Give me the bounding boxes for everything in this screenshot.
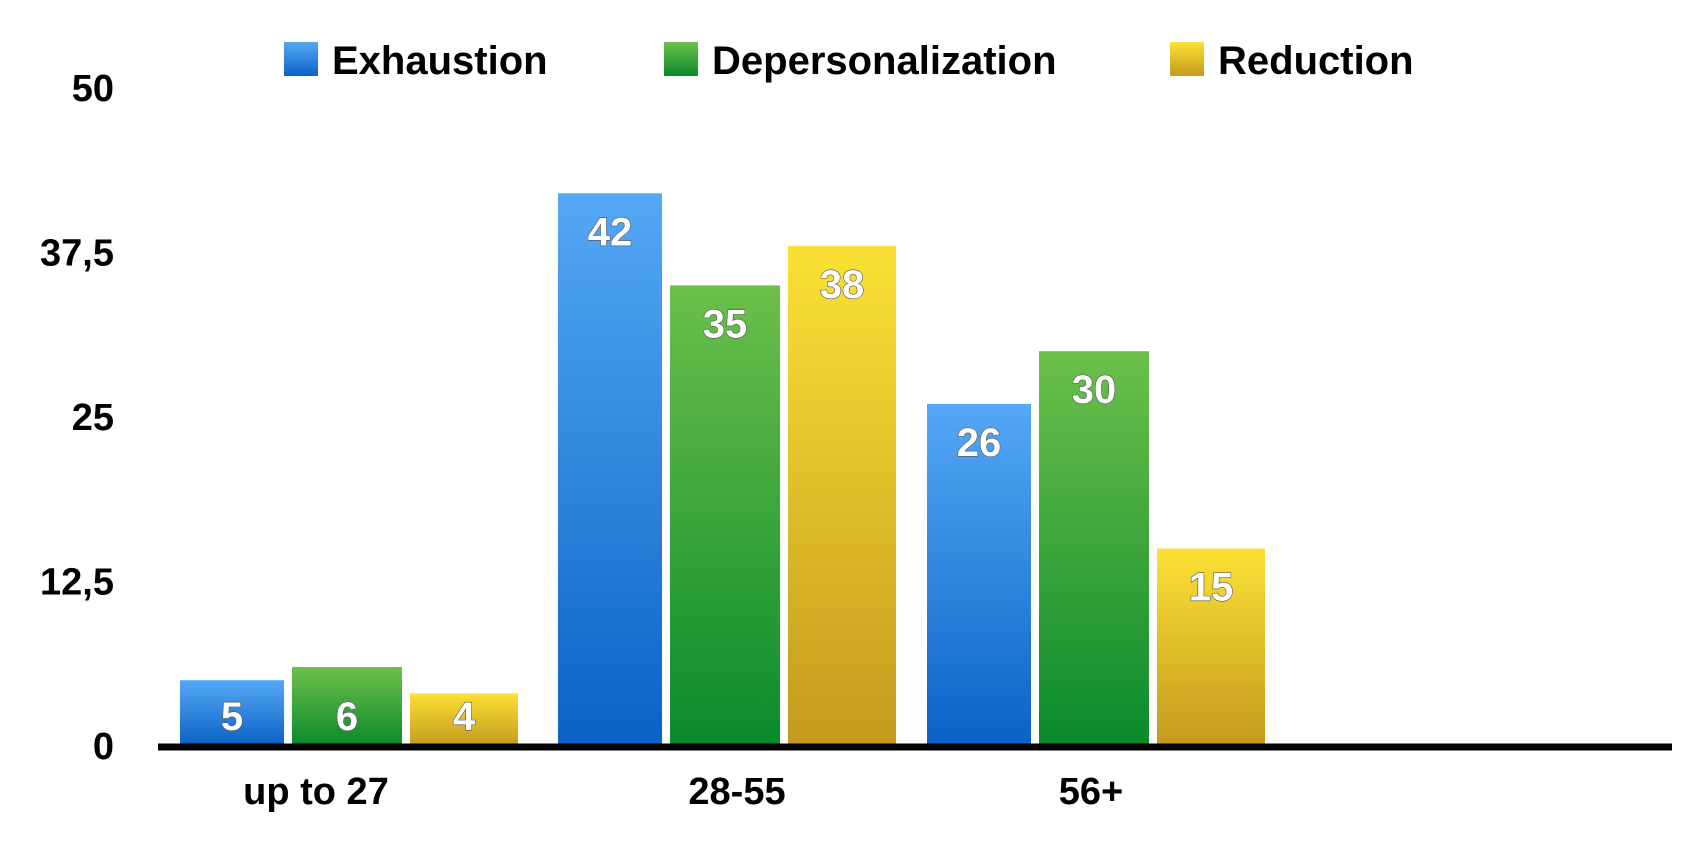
- data-label: 30: [1072, 368, 1117, 412]
- data-label: 38: [820, 263, 865, 307]
- bar-reduction-2: [788, 245, 896, 747]
- y-tick-label: 50: [72, 68, 114, 110]
- data-label: 6: [336, 695, 358, 739]
- y-tick-label: 0: [93, 726, 114, 768]
- data-label: 5: [221, 695, 243, 739]
- data-label: 4: [453, 695, 476, 739]
- bar-reduction-3: [1157, 548, 1265, 746]
- bar-depersonalization-2: [670, 285, 780, 746]
- x-category-label: 28-55: [688, 771, 785, 813]
- data-label: 42: [588, 210, 633, 254]
- y-tick-label: 37,5: [40, 233, 114, 275]
- bar-exhaustion-3: [927, 403, 1031, 746]
- bar-reduction-1: [410, 693, 518, 746]
- y-axis: 0 12,5 25 37,5 50: [40, 68, 114, 768]
- legend-swatch-reduction: [1170, 42, 1204, 76]
- bar-exhaustion-1: [180, 680, 284, 746]
- data-label: 35: [703, 302, 748, 346]
- bar-depersonalization-3: [1039, 351, 1149, 746]
- bar-depersonalization-1: [292, 667, 402, 746]
- legend: Exhaustion Depersonalization Reduction: [284, 39, 1414, 83]
- legend-swatch-exhaustion: [284, 42, 318, 76]
- legend-label: Reduction: [1218, 39, 1414, 83]
- y-tick-label: 25: [72, 397, 114, 439]
- x-category-label: up to 27: [243, 771, 389, 813]
- data-label: 15: [1189, 566, 1234, 610]
- x-category-label: 56+: [1059, 771, 1123, 813]
- bar-exhaustion-2: [558, 193, 662, 746]
- bars: 5 6 4 42 35 38 26 30 15: [180, 193, 1265, 747]
- legend-label: Depersonalization: [712, 39, 1057, 83]
- y-tick-label: 12,5: [40, 562, 114, 604]
- legend-label: Exhaustion: [332, 39, 548, 83]
- legend-swatch-depersonalization: [664, 42, 698, 76]
- x-axis: up to 27 28-55 56+: [158, 743, 1672, 813]
- data-label: 26: [957, 421, 1002, 465]
